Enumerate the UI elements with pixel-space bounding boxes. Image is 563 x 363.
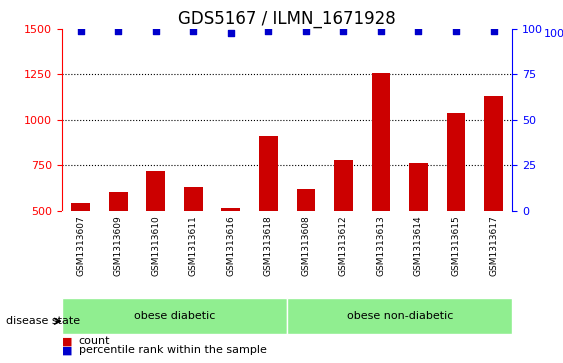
Point <box>414 28 423 34</box>
Bar <box>109 192 128 301</box>
Point <box>452 28 461 34</box>
Point <box>76 28 85 34</box>
Text: GSM1313614: GSM1313614 <box>414 215 423 276</box>
Point <box>151 28 160 34</box>
Text: GSM1313612: GSM1313612 <box>339 215 348 276</box>
FancyBboxPatch shape <box>62 298 287 334</box>
Text: disease state: disease state <box>6 316 80 326</box>
Text: GSM1313611: GSM1313611 <box>189 215 198 276</box>
Bar <box>72 203 90 301</box>
Bar <box>484 96 503 301</box>
Text: GSM1313608: GSM1313608 <box>301 215 310 276</box>
Point <box>339 28 348 34</box>
Text: GSM1313617: GSM1313617 <box>489 215 498 276</box>
Bar <box>297 189 315 301</box>
Text: GSM1313609: GSM1313609 <box>114 215 123 276</box>
Point <box>489 28 498 34</box>
Title: GDS5167 / ILMN_1671928: GDS5167 / ILMN_1671928 <box>178 10 396 28</box>
Text: obese diabetic: obese diabetic <box>134 311 215 321</box>
Text: GSM1313613: GSM1313613 <box>377 215 386 276</box>
Bar <box>446 113 466 301</box>
Bar <box>146 171 165 301</box>
Text: GSM1313607: GSM1313607 <box>76 215 85 276</box>
Bar <box>184 187 203 301</box>
Text: 100%: 100% <box>544 29 563 39</box>
Text: ■: ■ <box>62 336 73 346</box>
Point <box>226 30 235 36</box>
Text: count: count <box>79 336 110 346</box>
Bar <box>409 163 428 301</box>
Text: GSM1313616: GSM1313616 <box>226 215 235 276</box>
Bar <box>372 73 390 301</box>
Text: obese non-diabetic: obese non-diabetic <box>347 311 453 321</box>
Bar <box>259 136 278 301</box>
Bar <box>334 160 353 301</box>
Bar <box>221 208 240 301</box>
Point <box>377 28 386 34</box>
Text: ■: ■ <box>62 345 73 355</box>
Text: GSM1313615: GSM1313615 <box>452 215 461 276</box>
Text: percentile rank within the sample: percentile rank within the sample <box>79 345 267 355</box>
Point <box>114 28 123 34</box>
Text: GSM1313610: GSM1313610 <box>151 215 160 276</box>
FancyBboxPatch shape <box>287 298 512 334</box>
Point <box>301 28 310 34</box>
Point <box>264 28 273 34</box>
Point <box>189 28 198 34</box>
Text: GSM1313618: GSM1313618 <box>264 215 273 276</box>
